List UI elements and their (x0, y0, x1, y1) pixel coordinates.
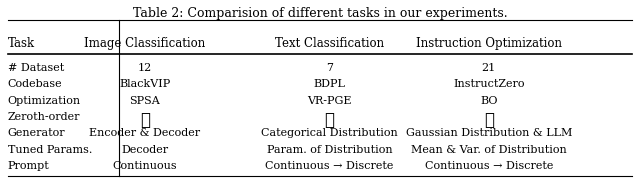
Text: Instruction Optimization: Instruction Optimization (416, 37, 562, 50)
Text: Continuous → Discrete: Continuous → Discrete (266, 161, 394, 171)
Text: Continuous → Discrete: Continuous → Discrete (425, 161, 553, 171)
Text: SPSA: SPSA (129, 96, 160, 106)
Text: BlackVIP: BlackVIP (119, 79, 170, 89)
Text: 21: 21 (482, 63, 496, 73)
Text: Generator: Generator (8, 129, 65, 138)
Text: ✓: ✓ (324, 112, 335, 129)
Text: Image Classification: Image Classification (84, 37, 205, 50)
Text: InstructZero: InstructZero (453, 79, 525, 89)
Text: ✓: ✓ (484, 112, 494, 129)
Text: BO: BO (480, 96, 498, 106)
Text: # Dataset: # Dataset (8, 63, 64, 73)
Text: 7: 7 (326, 63, 333, 73)
Text: Param. of Distribution: Param. of Distribution (267, 145, 392, 155)
Text: BDPL: BDPL (314, 79, 346, 89)
Text: Table 2: Comparision of different tasks in our experiments.: Table 2: Comparision of different tasks … (132, 7, 508, 20)
Text: Prompt: Prompt (8, 161, 49, 171)
Text: 12: 12 (138, 63, 152, 73)
Text: Encoder & Decoder: Encoder & Decoder (89, 129, 200, 138)
Text: Tuned Params.: Tuned Params. (8, 145, 92, 155)
Text: Zeroth-order: Zeroth-order (8, 112, 80, 122)
Text: Gaussian Distribution & LLM: Gaussian Distribution & LLM (406, 129, 572, 138)
Text: Codebase: Codebase (8, 79, 62, 89)
Text: Mean & Var. of Distribution: Mean & Var. of Distribution (411, 145, 567, 155)
Text: Decoder: Decoder (121, 145, 168, 155)
Text: Continuous: Continuous (113, 161, 177, 171)
Text: Categorical Distribution: Categorical Distribution (261, 129, 398, 138)
Text: VR-PGE: VR-PGE (307, 96, 352, 106)
Text: ✓: ✓ (140, 112, 150, 129)
Text: Task: Task (8, 37, 35, 50)
Text: Text Classification: Text Classification (275, 37, 384, 50)
Text: Optimization: Optimization (8, 96, 81, 106)
